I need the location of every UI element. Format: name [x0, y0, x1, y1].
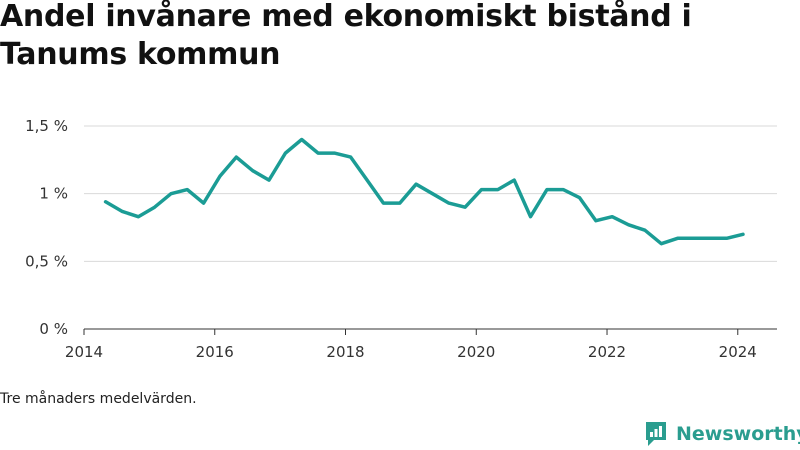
y-tick-label: 1,5 %	[25, 117, 68, 135]
y-axis-labels: 0 % 0,5 % 1 % 1,5 %	[25, 117, 68, 338]
series-layer	[103, 137, 745, 246]
x-tick-label: 2020	[457, 343, 495, 361]
x-tick-label: 2022	[588, 343, 626, 361]
y-tick-label: 0 %	[39, 320, 68, 338]
y-tick-label: 1 %	[39, 185, 68, 203]
y-tick-label: 0,5 %	[25, 252, 68, 270]
x-tick-label: 2018	[326, 343, 364, 361]
x-tick-label: 2016	[196, 343, 234, 361]
series-line	[103, 137, 745, 246]
x-tick-label: 2014	[65, 343, 103, 361]
brand-name: Newsworthy	[676, 423, 800, 445]
brand-logo-group: Newsworthy	[644, 420, 800, 448]
x-axis: 2014 2016 2018 2020 2022 2024	[65, 328, 777, 361]
x-tick-label: 2024	[719, 343, 757, 361]
chart-title: Andel invånare med ekonomiskt bistånd i …	[0, 0, 692, 72]
footnote: Tre månaders medelvärden.	[0, 391, 197, 407]
newsworthy-logo-icon	[646, 422, 666, 446]
